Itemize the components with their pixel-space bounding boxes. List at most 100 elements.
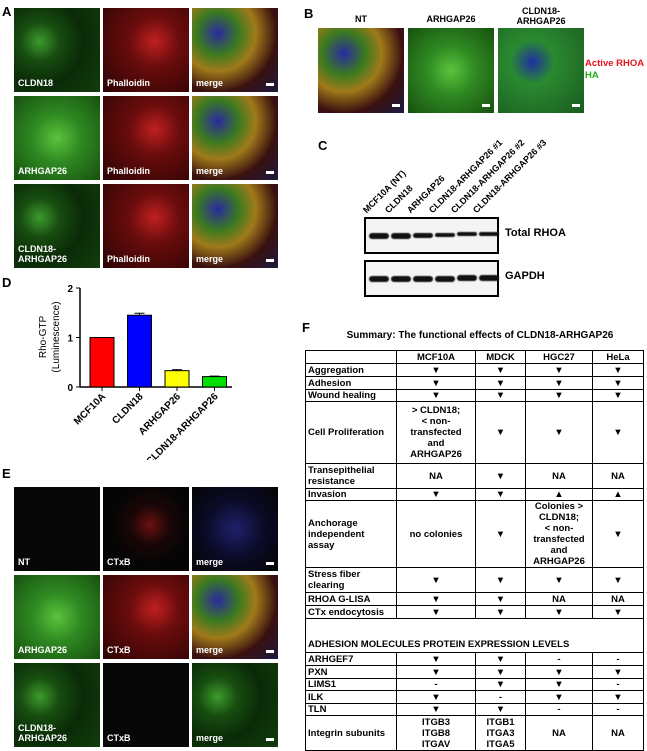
micrograph: CLDN18- ARHGAP26: [14, 663, 100, 747]
table-cell: ▼: [525, 401, 593, 464]
micrograph: CTxB: [103, 575, 189, 659]
micrograph: merge: [192, 487, 278, 571]
micrograph: ARHGAP26: [14, 96, 100, 180]
table-row: Wound healing ▼ ▼ ▼ ▼: [305, 389, 644, 402]
micrograph: CLDN18: [14, 8, 100, 92]
table-cell: ▼: [525, 678, 593, 691]
micrograph-label: NT: [18, 557, 30, 567]
section-heading: ADHESION MOLECULES PROTEIN EXPRESSION LE…: [305, 618, 644, 653]
micrograph-label: merge: [196, 78, 224, 88]
micrograph-label: Phalloidin: [107, 78, 151, 88]
table-cell: ▼: [592, 665, 644, 679]
blot-label: GAPDH: [505, 270, 545, 282]
image-title: NT: [355, 14, 367, 24]
table-cell: ▼: [396, 652, 476, 666]
table-cell: ▼: [525, 605, 593, 619]
micrograph-label: ARHGAP26: [18, 645, 68, 655]
table-row: PXN ▼ ▼ ▼ ▼: [305, 665, 644, 679]
image-title: ARHGAP26: [426, 14, 476, 24]
table-cell: no colonies: [396, 500, 476, 568]
table-cell: -: [592, 703, 644, 716]
table-cell: ▼: [396, 605, 476, 619]
table-cell: ▼: [592, 363, 644, 377]
blot-band: [391, 233, 411, 239]
table-cell: RHOA G-LISA: [305, 592, 397, 606]
table-cell: ▼: [592, 401, 644, 464]
table-row: Adhesion ▼ ▼ ▼ ▼: [305, 376, 644, 390]
table-header: MCF10A MDCK HGC27 HeLa: [305, 350, 644, 364]
table-cell: -: [525, 652, 593, 666]
panel-label-c: C: [318, 138, 328, 153]
micrograph-label: CTxB: [107, 733, 131, 743]
table-cell: -: [592, 652, 644, 666]
y-tick-label: 1: [67, 334, 73, 345]
micrograph: [318, 28, 404, 113]
scale-bar: [266, 171, 274, 174]
micrograph: merge: [192, 575, 278, 659]
table-cell: ▼: [396, 665, 476, 679]
table-cell: ▼: [475, 363, 526, 377]
scale-bar: [266, 562, 274, 565]
table-cell: ▼: [396, 363, 476, 377]
section-row: ADHESION MOLECULES PROTEIN EXPRESSION LE…: [305, 618, 644, 653]
micrograph: Phalloidin: [103, 8, 189, 92]
panel-label-f: F: [302, 320, 310, 335]
table-cell: ▼: [396, 690, 476, 704]
table-cell: NA: [525, 592, 593, 606]
table-cell: Stress fiber clearing: [305, 567, 397, 593]
table-cell: HeLa: [592, 350, 644, 364]
y-axis-label-line: Rho-GTP: [38, 316, 49, 359]
bar: [127, 314, 152, 388]
x-tick-label: MCF10A: [72, 391, 108, 427]
summary-table: MCF10A MDCK HGC27 HeLa Aggregation ▼ ▼ ▼ ▼ Adhesi…: [305, 350, 644, 751]
table-cell: ▼: [592, 500, 644, 568]
summary-title: Summary: The functional effects of CLDN1…: [346, 330, 614, 341]
table-cell: MDCK: [475, 350, 526, 364]
table-cell: NA: [592, 715, 644, 751]
table-cell: ▼: [592, 605, 644, 619]
scale-bar: [482, 104, 490, 107]
table-cell: NA: [525, 463, 593, 489]
table-cell: LIMS1: [305, 678, 397, 691]
micrograph-label: CLDN18: [18, 78, 54, 88]
table-cell: [305, 350, 397, 364]
bar: [89, 337, 115, 388]
table-cell: ▼: [525, 363, 593, 377]
table-cell: ▼: [475, 652, 526, 666]
y-axis-label: Rho-GTP (Luminescence): [38, 301, 62, 372]
table-row: Transepithelial resistance NA ▼ NA NA: [305, 463, 644, 489]
table-cell: Anchorage independent assay: [305, 500, 397, 568]
micrograph: ARHGAP26: [14, 575, 100, 659]
table-cell: NA: [592, 592, 644, 606]
micrograph: Phalloidin: [103, 184, 189, 268]
table-cell: ▼: [475, 376, 526, 390]
scale-bar: [266, 650, 274, 653]
table-cell: ▼: [592, 376, 644, 390]
micrograph: [408, 28, 494, 113]
table-cell: ▼: [475, 605, 526, 619]
table-cell: MCF10A: [396, 350, 476, 364]
blot-band: [457, 275, 477, 281]
micrograph: merge: [192, 8, 278, 92]
blot-band: [435, 233, 455, 237]
table-cell: CTx endocytosis: [305, 605, 397, 619]
table-cell: ▼: [592, 690, 644, 704]
bar: [164, 370, 190, 388]
micrograph-label: merge: [196, 166, 224, 176]
table-cell: Integrin subunits: [305, 715, 397, 751]
table-cell: ▼: [396, 389, 476, 402]
table-cell: ▼: [525, 567, 593, 593]
table-cell: ITGB3 ITGB8 ITGAV: [396, 715, 476, 751]
table-row: Stress fiber clearing ▼ ▼ ▼ ▼: [305, 567, 644, 593]
micrograph-label: merge: [196, 645, 224, 655]
x-tick-label: CLDN18: [110, 391, 146, 427]
scale-bar: [266, 259, 274, 262]
y-tick-label: 0: [67, 383, 73, 394]
blot-band: [413, 276, 433, 282]
table-cell: PXN: [305, 665, 397, 679]
table-cell: ▼: [475, 567, 526, 593]
table-cell: > CLDN18; < non-transfected and ARHGAP26: [396, 401, 476, 464]
scale-bar: [572, 104, 580, 107]
table-cell: Invasion: [305, 488, 397, 501]
